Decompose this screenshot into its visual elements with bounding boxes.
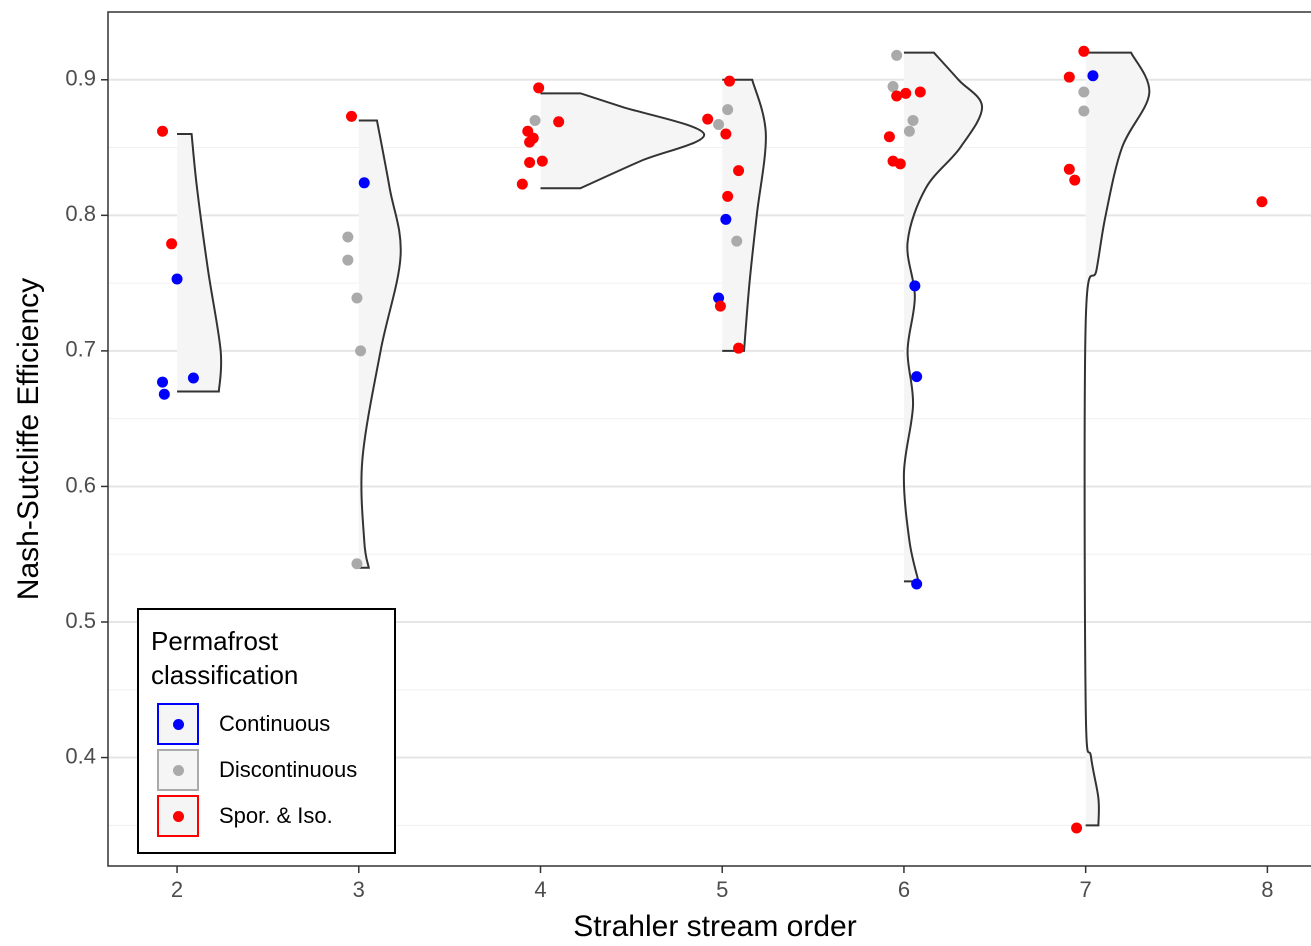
point	[524, 156, 536, 168]
point	[900, 87, 912, 99]
x-tick-label: 3	[353, 877, 365, 902]
point	[157, 125, 169, 137]
point	[891, 90, 903, 102]
point	[516, 178, 528, 190]
point	[187, 372, 199, 384]
violin-fill	[358, 120, 401, 568]
point	[731, 235, 743, 247]
y-axis-title: Nash-Sutcliffe Efficiency	[12, 278, 45, 600]
point	[911, 371, 923, 383]
violin-fill	[722, 79, 766, 351]
violin-outline	[358, 119, 402, 569]
point	[720, 128, 732, 140]
y-tick-label: 0.5	[65, 608, 96, 633]
x-tick-label: 5	[716, 877, 728, 902]
point	[1063, 71, 1075, 83]
legend-key	[157, 795, 199, 837]
point	[894, 158, 906, 170]
point	[1063, 163, 1075, 175]
point	[346, 110, 358, 122]
point	[158, 388, 170, 400]
legend-item: Discontinuous	[157, 749, 358, 791]
point	[722, 190, 734, 202]
point	[903, 125, 915, 137]
legend-key	[157, 703, 199, 745]
point	[553, 116, 565, 128]
point	[533, 82, 545, 94]
point	[891, 49, 903, 61]
y-tick-label: 0.7	[65, 337, 96, 362]
point	[351, 292, 363, 304]
x-tick-label: 8	[1261, 877, 1273, 902]
plot-border	[107, 11, 1311, 867]
violin-outline	[540, 92, 706, 190]
legend-item: Spor. & Iso.	[157, 795, 333, 837]
point	[723, 75, 735, 87]
point	[714, 300, 726, 312]
point	[914, 86, 926, 98]
point	[342, 254, 354, 266]
violin-outline	[1083, 51, 1151, 827]
x-tick-label: 2	[171, 877, 183, 902]
y-tick-label: 0.8	[65, 201, 96, 226]
point	[529, 114, 541, 126]
point	[1256, 196, 1268, 208]
violin-outline	[177, 133, 223, 393]
violin-fill	[177, 134, 222, 392]
point	[907, 114, 919, 126]
point	[1078, 45, 1090, 57]
point	[702, 113, 714, 125]
point	[887, 81, 899, 93]
violin-outline	[902, 51, 984, 583]
legend-label: Spor. & Iso.	[219, 803, 333, 828]
legend-label: Continuous	[219, 711, 331, 736]
point	[157, 376, 169, 388]
violin-fill	[903, 52, 983, 582]
point	[1071, 822, 1083, 834]
point	[1078, 86, 1090, 98]
violin-fill	[540, 93, 705, 189]
x-tick-label: 4	[534, 877, 546, 902]
violin-outline	[722, 78, 767, 352]
point	[722, 104, 734, 116]
legend-title: Permafrost classification	[151, 626, 299, 690]
point	[351, 558, 363, 570]
point	[358, 177, 370, 189]
x-tick-label: 6	[898, 877, 910, 902]
point	[536, 155, 548, 167]
legend-item: Continuous	[157, 703, 331, 745]
y-tick-label: 0.6	[65, 472, 96, 497]
legend-key	[157, 749, 199, 791]
point	[355, 345, 367, 357]
point	[524, 136, 536, 148]
violin-fill	[1084, 52, 1150, 826]
legend-dot	[172, 764, 184, 776]
point	[1087, 70, 1099, 82]
point	[1069, 174, 1081, 186]
legend-dot	[172, 810, 184, 822]
y-tick-label: 0.4	[65, 743, 96, 768]
point	[733, 342, 745, 354]
point	[171, 273, 183, 285]
legend: Permafrost classification Continuous Disc…	[137, 608, 396, 854]
point	[883, 131, 895, 143]
point	[909, 280, 921, 292]
x-axis-title: Strahler stream order	[573, 910, 856, 943]
y-tick-label: 0.9	[65, 66, 96, 91]
point	[166, 238, 178, 250]
point	[342, 231, 354, 243]
point	[720, 213, 732, 225]
point	[1078, 105, 1090, 117]
point	[733, 165, 745, 177]
point	[713, 119, 725, 131]
x-tick-label: 7	[1080, 877, 1092, 902]
point	[911, 578, 923, 590]
legend-label: Discontinuous	[219, 757, 358, 782]
legend-dot	[172, 718, 184, 730]
